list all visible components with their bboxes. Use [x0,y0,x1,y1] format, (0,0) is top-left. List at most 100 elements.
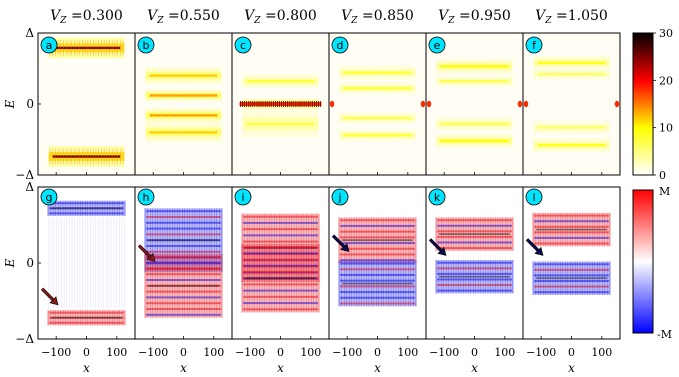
panel-badge: l [525,188,543,206]
panel-top-b: b [134,32,233,176]
panel-top-e: e [425,32,524,176]
x-tick-label: 0 [471,346,478,359]
spin-band-row [243,270,318,273]
panel-badge: f [525,36,543,54]
badge-letter: g [46,191,53,204]
x-tick-label: 100 [106,346,127,359]
spin-band-row [146,215,221,218]
spin-band-row [534,263,609,266]
arrow-head [146,252,156,262]
band-core [343,71,412,74]
panel-background [38,187,135,339]
spin-band-row [146,245,221,248]
badge-circle [331,36,349,54]
spin-band-row [534,220,609,223]
y-tick-label: Δ [25,26,34,40]
spin-band-row [534,285,609,288]
panel-badge: g [40,188,58,206]
spin-band-row [146,302,221,305]
spin-band-row [340,279,415,282]
band-core [149,114,218,117]
y-tick-label: −Δ [15,332,34,346]
spin-band-row [49,311,124,314]
x-tick-label: −100 [332,346,362,359]
spin-band-row [340,247,415,250]
badge-circle [331,188,349,206]
spin-band-row [243,228,318,231]
band-core [343,87,412,90]
panel-background [329,33,426,175]
spin-band-row [340,285,415,288]
band-core [149,94,218,97]
spin-band-row [146,227,221,230]
panel-top-d: d [328,32,427,176]
panel-badge: a [40,36,58,54]
spin-band-row [340,302,415,305]
x-axis-label: x [83,361,90,375]
spin-band-row [437,261,512,264]
panel-badge: j [331,188,349,206]
spin-band-row [340,224,415,227]
annotation-arrow [40,287,59,306]
arrow-head [340,243,350,253]
spin-band-row [243,308,318,311]
spin-band-row [340,219,415,222]
spin-band-row [340,262,415,265]
spin-band-row [437,219,512,222]
spin-band-core [439,233,510,236]
spin-band-row [243,221,318,224]
spin-band-core [51,207,122,210]
x-tick-label: 100 [397,346,418,359]
spin-band-row [534,274,609,277]
x-tick-label: 100 [494,346,515,359]
spin-band-row [243,246,318,249]
spin-band-row [146,221,221,224]
badge-letter: e [434,39,441,52]
spin-band-row [437,224,512,227]
spin-band-row [243,295,318,298]
zero-mode-band [239,102,322,106]
spin-band-row [146,313,221,316]
spin-band-core [439,275,510,278]
x-axis-label: x [277,361,284,375]
band-core [149,131,218,134]
panel-badge: c [234,36,252,54]
badge-circle [234,36,252,54]
spin-band-row [146,261,221,264]
spin-band-row [243,240,318,243]
spin-band-row [146,308,221,311]
band-core [440,139,509,143]
spin-band-row [146,250,221,253]
spin-band-row [340,230,415,233]
x-axis-label: x [180,361,187,375]
x-axis-label: x [471,361,478,375]
x-tick-label: −100 [429,346,459,359]
y-axis-label: E [3,258,17,268]
panel-badge: d [331,36,349,54]
panel-bottom-g: g [37,186,136,340]
badge-circle [428,36,446,54]
x-tick-label: −100 [235,346,265,359]
left-edge-mode [523,100,529,108]
spin-band-row [534,242,609,245]
spin-band-core [536,277,607,280]
spin-band-row [146,296,221,299]
column-title: VZ =0.800 [244,8,317,26]
spin-band-row [437,241,512,244]
band-core [149,74,218,77]
spin-band-row [534,279,609,282]
colorbar-tick-label: 10 [659,122,673,135]
badge-letter: i [241,191,244,204]
badge-letter: h [143,191,150,204]
band-core [52,155,121,158]
annotation-arrow [331,234,350,253]
panel-top-c: c [231,32,330,176]
spin-band-row [243,283,318,286]
panel-background [523,187,620,339]
badge-circle [234,188,252,206]
x-tick-label: −100 [526,346,556,359]
spin-band-row [340,291,415,294]
spin-band-row [534,236,609,239]
colorbar-bottom [632,189,654,334]
